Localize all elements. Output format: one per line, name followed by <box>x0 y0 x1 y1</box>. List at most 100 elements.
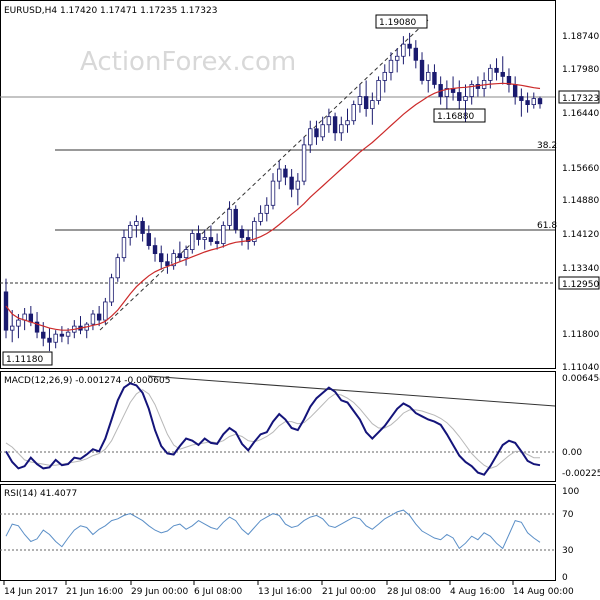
candle <box>146 225 152 250</box>
chart-title: EURUSD,H4 1.17420 1.17471 1.17235 1.1732… <box>4 6 217 16</box>
price-tick: 1.16440 <box>562 109 599 119</box>
candle <box>475 76 481 97</box>
macd-panel-frame <box>0 371 556 482</box>
rsi-tick: 70 <box>562 510 574 520</box>
candle <box>159 245 164 270</box>
candle <box>537 96 543 109</box>
price-tick: 1.11040 <box>562 363 599 373</box>
price-tick: 1.15660 <box>562 164 599 174</box>
candle <box>258 205 263 226</box>
x-tick-label: 14 Jun 2017 <box>4 587 58 597</box>
x-tick-label: 28 Jul 08:00 <box>387 587 441 597</box>
rsi-label: RSI(14) 41.4077 <box>4 489 77 499</box>
candle <box>165 253 170 274</box>
candle <box>332 112 338 141</box>
candle <box>394 48 400 73</box>
candle <box>270 173 276 210</box>
candle <box>90 310 96 331</box>
candle <box>65 328 71 345</box>
candle <box>444 80 450 109</box>
candle <box>84 322 89 339</box>
candle <box>183 245 189 266</box>
x-axis: 14 Jun 2017 21 Jun 16:00 29 Jun 00:00 6 Jul… <box>3 581 574 597</box>
candle <box>277 160 282 190</box>
svg-text:1.16880: 1.16880 <box>437 112 474 122</box>
rsi-panel-frame <box>0 484 556 581</box>
candle <box>59 326 65 343</box>
candle <box>264 197 269 222</box>
candle <box>78 316 83 335</box>
x-tick-label: 4 Aug 16:00 <box>450 587 505 597</box>
candle <box>96 305 102 327</box>
candle <box>308 120 313 153</box>
macd-label: MACD(12,26,9) -0.001274 -0.000605 <box>4 376 170 386</box>
candle <box>457 80 462 109</box>
candle <box>103 297 108 325</box>
candle <box>283 165 288 186</box>
x-tick-label: 14 Aug 00:00 <box>513 587 574 597</box>
trend-channel-line <box>99 19 429 331</box>
macd-tick: 0.006454 <box>562 374 600 384</box>
candle <box>525 92 530 113</box>
candle <box>53 330 58 349</box>
candle <box>289 169 294 198</box>
sma-line <box>5 82 541 331</box>
support-price-tag: 1.12950 <box>558 276 600 290</box>
candle <box>301 136 307 186</box>
candle <box>376 76 381 105</box>
candles <box>3 32 543 352</box>
candle <box>339 116 344 141</box>
candle <box>531 92 536 109</box>
watermark: ActionForex.com <box>80 47 296 77</box>
svg-text:1.12950: 1.12950 <box>562 280 599 290</box>
svg-text:1.19080: 1.19080 <box>379 18 416 28</box>
price-tick: 1.17980 <box>562 65 599 75</box>
candle <box>10 310 15 343</box>
fib-38-label: 38.2 <box>537 141 557 151</box>
candle <box>202 229 207 250</box>
candle <box>401 36 406 65</box>
x-tick-label: 21 Jul 00:00 <box>322 587 376 597</box>
candle <box>357 84 363 113</box>
candle <box>494 58 499 81</box>
candle <box>320 116 325 141</box>
candle <box>134 215 139 238</box>
price-tick: 1.18740 <box>562 32 599 42</box>
candle <box>34 312 40 339</box>
candle <box>221 221 226 248</box>
candle <box>115 253 120 282</box>
candle <box>233 205 238 234</box>
candle <box>190 229 195 254</box>
macd-signal-line <box>5 389 540 469</box>
macd-tick: 0.00 <box>562 448 582 458</box>
candle <box>227 201 232 230</box>
candle <box>245 229 251 250</box>
candle <box>121 229 127 262</box>
x-tick-label: 6 Jul 08:00 <box>194 587 243 597</box>
candle <box>127 221 133 246</box>
candle <box>407 32 412 57</box>
candle <box>413 40 419 69</box>
candle <box>252 217 257 246</box>
price-tick: 1.14880 <box>562 196 599 206</box>
candle <box>419 52 425 85</box>
candle <box>177 241 183 262</box>
rsi-tick: 100 <box>562 487 579 497</box>
price-tick: 1.14120 <box>562 230 599 240</box>
price-tick: 1.13340 <box>562 264 599 274</box>
candle <box>208 225 214 246</box>
candle <box>519 88 524 117</box>
macd-tick: -0.002252 <box>562 469 600 479</box>
rsi-tick: 30 <box>562 546 574 556</box>
price-panel-frame <box>0 0 556 369</box>
candle <box>500 56 505 85</box>
svg-text:1.11180: 1.11180 <box>6 355 43 365</box>
candle <box>512 76 518 105</box>
candle <box>214 233 220 250</box>
x-tick-label: 29 Jun 00:00 <box>131 587 188 597</box>
candle <box>345 108 350 133</box>
candle <box>506 68 512 93</box>
x-tick-label: 21 Jun 16:00 <box>66 587 123 597</box>
candle <box>295 173 301 206</box>
candle <box>426 64 431 93</box>
